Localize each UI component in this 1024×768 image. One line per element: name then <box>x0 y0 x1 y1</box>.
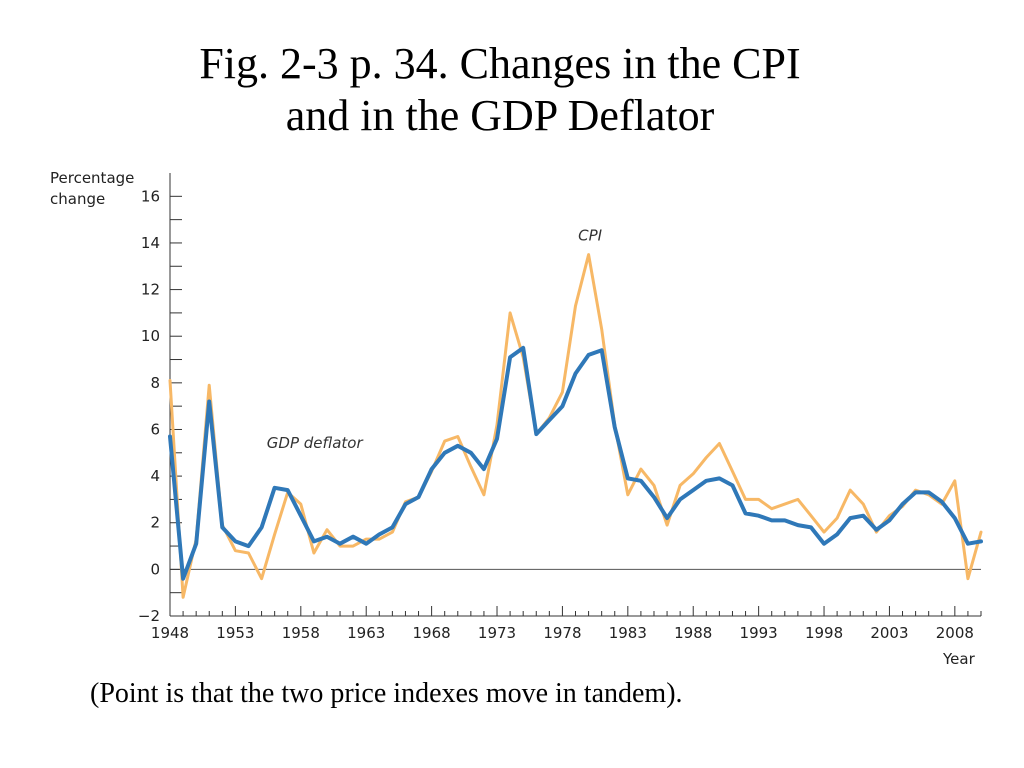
x-tick-label: 1958 <box>282 624 320 642</box>
x-tick-label: 1968 <box>413 624 451 642</box>
y-tick-label: 6 <box>150 420 160 438</box>
chart-series: CPI GDP deflator <box>168 227 983 599</box>
x-tick-label: 1953 <box>216 624 254 642</box>
cpi-annotation: CPI <box>578 227 603 245</box>
x-tick-label: 1948 <box>151 624 189 642</box>
x-tick-label: 1978 <box>543 624 581 642</box>
title-line-2: and in the GDP Deflator <box>285 91 715 140</box>
y-axis-label-line-1: Percentage <box>50 169 134 187</box>
chart-ticks: −2 0 2 4 6 8 10 12 14 16 1948 1953 1958 1963 1968 1973 1… <box>138 187 982 642</box>
slide-title: Fig. 2-3 p. 34. Changes in the CPI and i… <box>0 38 1000 142</box>
y-tick-label: 12 <box>141 281 160 299</box>
gdp-deflator-annotation: GDP deflator <box>267 434 364 452</box>
y-tick-label: 10 <box>141 327 160 345</box>
caption: (Point is that the two price indexes mov… <box>90 678 683 709</box>
x-tick-label: 1973 <box>478 624 516 642</box>
x-tick-label: 1998 <box>805 624 843 642</box>
x-tick-label: 1963 <box>347 624 385 642</box>
x-tick-label: 2003 <box>870 624 908 642</box>
y-tick-label: 4 <box>150 467 160 485</box>
y-tick-label: 2 <box>150 514 160 532</box>
x-axis-label: Year <box>942 650 976 668</box>
y-axis-label-line-2: change <box>50 190 105 208</box>
y-tick-label: −2 <box>138 607 160 625</box>
y-tick-label: 16 <box>141 187 160 205</box>
x-tick-label: 1988 <box>674 624 712 642</box>
y-tick-label: 8 <box>150 374 160 392</box>
x-tick-label: 2008 <box>936 624 974 642</box>
cpi-line <box>168 253 983 599</box>
chart-labels: Percentage change Year <box>50 169 976 668</box>
chart-axes <box>169 173 981 617</box>
x-tick-label: 1993 <box>740 624 778 642</box>
title-line-1: Fig. 2-3 p. 34. Changes in the CPI <box>199 39 801 88</box>
y-tick-label: 14 <box>141 234 160 252</box>
y-tick-label: 0 <box>150 560 160 578</box>
x-tick-label: 1983 <box>609 624 647 642</box>
gdp-deflator-line <box>168 345 983 581</box>
